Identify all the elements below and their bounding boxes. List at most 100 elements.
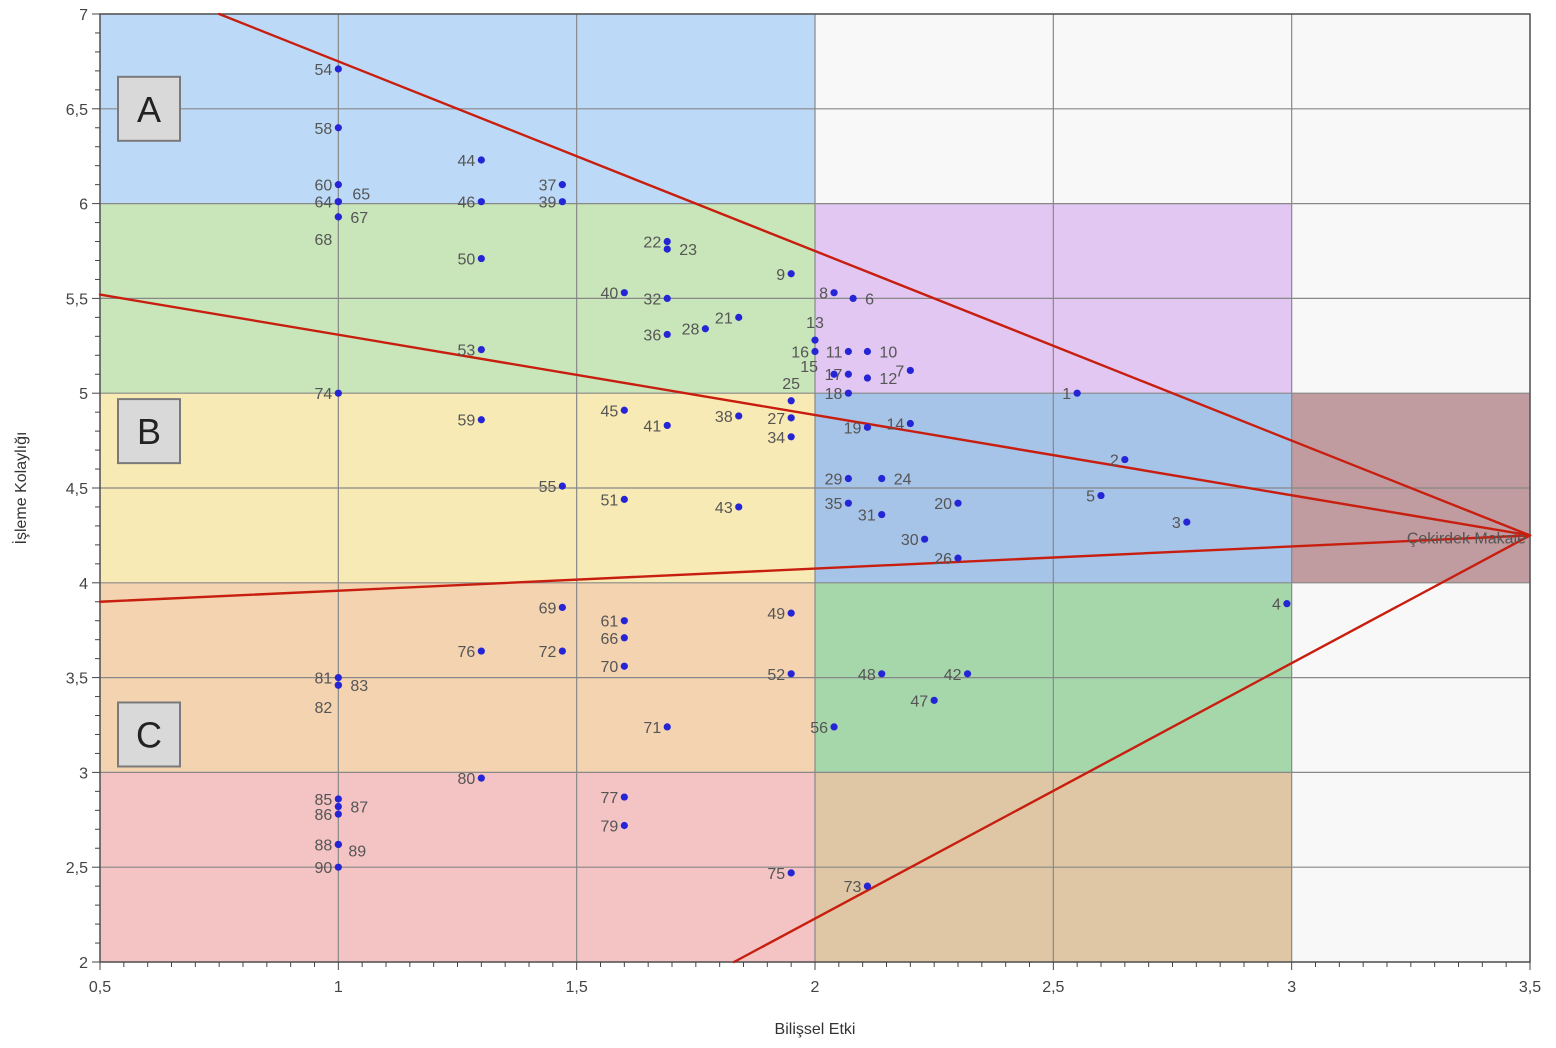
point-label-47: 47 [910, 693, 928, 710]
point-label-17: 17 [825, 367, 843, 384]
data-point-44 [477, 156, 485, 164]
point-label-85: 85 [315, 792, 333, 809]
data-point-8 [830, 289, 838, 297]
data-point-32 [663, 294, 671, 302]
point-label-18: 18 [825, 386, 843, 403]
point-label-77: 77 [601, 790, 619, 807]
y-tick-label: 2,5 [66, 860, 88, 877]
point-label-30: 30 [901, 532, 919, 549]
data-point-37 [558, 181, 566, 189]
zone-label-text: B [137, 411, 161, 452]
data-point-1 [1073, 389, 1081, 397]
data-point-34 [787, 433, 795, 441]
point-label-29: 29 [825, 472, 843, 489]
data-point-83 [334, 681, 342, 689]
point-label-2: 2 [1110, 453, 1119, 470]
data-point-4 [1283, 600, 1291, 608]
data-point-80 [477, 774, 485, 782]
y-tick-label: 7 [79, 7, 88, 24]
point-label-71: 71 [643, 720, 661, 737]
data-point-85 [334, 795, 342, 803]
point-label-69: 69 [539, 600, 557, 617]
y-tick-label: 3,5 [66, 671, 88, 688]
point-label-12: 12 [879, 371, 897, 388]
data-point-72 [558, 647, 566, 655]
data-point-51 [620, 495, 628, 503]
data-point-61 [620, 617, 628, 625]
y-tick-label: 2 [79, 955, 88, 972]
point-label-20: 20 [934, 496, 952, 513]
x-tick-label: 0,5 [89, 979, 111, 996]
zone-labels: A B C [117, 75, 181, 768]
point-label-46: 46 [458, 195, 476, 212]
point-label-24: 24 [894, 472, 912, 489]
data-point-69 [558, 603, 566, 612]
data-point-73 [863, 882, 872, 890]
point-label-11: 11 [826, 344, 843, 361]
data-point-42 [963, 670, 972, 678]
point-label-27: 27 [767, 411, 785, 428]
data-point-28 [701, 325, 709, 333]
point-label-79: 79 [601, 818, 619, 835]
point-label-13: 13 [806, 315, 824, 332]
point-label-26: 26 [934, 551, 952, 568]
data-point-65 [334, 198, 342, 206]
point-label-32: 32 [643, 291, 661, 308]
data-point-77 [620, 793, 628, 801]
data-point-39 [558, 198, 566, 206]
data-point-3 [1183, 518, 1191, 526]
point-label-74: 74 [315, 386, 333, 403]
data-point-52 [787, 670, 795, 678]
point-label-66: 66 [601, 631, 619, 648]
data-point-43 [735, 503, 743, 511]
point-label-83: 83 [350, 678, 368, 695]
x-tick-label: 2,5 [1042, 979, 1064, 996]
point-label-54: 54 [315, 62, 333, 79]
point-label-45: 45 [601, 403, 619, 420]
point-label-51: 51 [601, 492, 619, 509]
data-point-71 [663, 723, 671, 731]
x-tick-label: 1 [334, 979, 343, 996]
data-point-40 [620, 289, 628, 297]
data-point-70 [620, 662, 628, 670]
x-tick-label: 3,5 [1519, 979, 1541, 996]
data-point-48 [878, 670, 886, 678]
data-point-90 [334, 863, 342, 871]
point-label-65: 65 [352, 187, 370, 204]
data-point-31 [878, 510, 886, 519]
point-label-15: 15 [800, 359, 818, 376]
point-label-9: 9 [776, 267, 785, 284]
point-label-81: 81 [315, 671, 333, 688]
point-label-56: 56 [810, 720, 828, 737]
point-label-75: 75 [767, 866, 785, 883]
data-point-53 [477, 345, 485, 354]
data-point-46 [477, 198, 485, 206]
point-label-28: 28 [682, 322, 700, 339]
point-label-70: 70 [601, 659, 619, 676]
data-point-47 [930, 696, 938, 704]
point-label-38: 38 [715, 409, 733, 426]
point-label-4: 4 [1272, 597, 1281, 614]
data-point-45 [620, 406, 628, 414]
point-label-36: 36 [643, 327, 661, 344]
data-point-11 [844, 347, 852, 356]
point-label-1: 1 [1062, 386, 1071, 403]
y-axis-title: İşleme Kolaylığı [11, 432, 30, 545]
data-point-35 [844, 499, 852, 507]
trend-lines [98, 12, 1532, 964]
zone-label-b: B [117, 398, 181, 465]
point-label-6: 6 [865, 291, 874, 308]
zone-label-text: C [136, 714, 162, 755]
point-label-7: 7 [895, 363, 904, 380]
data-point-26 [954, 554, 962, 562]
data-point-38 [735, 412, 743, 420]
data-point-49 [787, 609, 795, 617]
y-tick-label: 3 [79, 765, 88, 782]
point-label-88: 88 [315, 837, 333, 854]
y-tick-label: 4,5 [66, 481, 88, 498]
point-label-80: 80 [458, 771, 476, 788]
x-axis-title: Bilişsel Etki [775, 1021, 856, 1038]
zone-label-box [117, 398, 181, 465]
